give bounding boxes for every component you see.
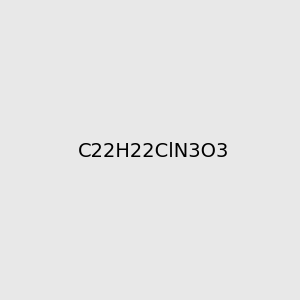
Text: C22H22ClN3O3: C22H22ClN3O3 (78, 142, 230, 161)
